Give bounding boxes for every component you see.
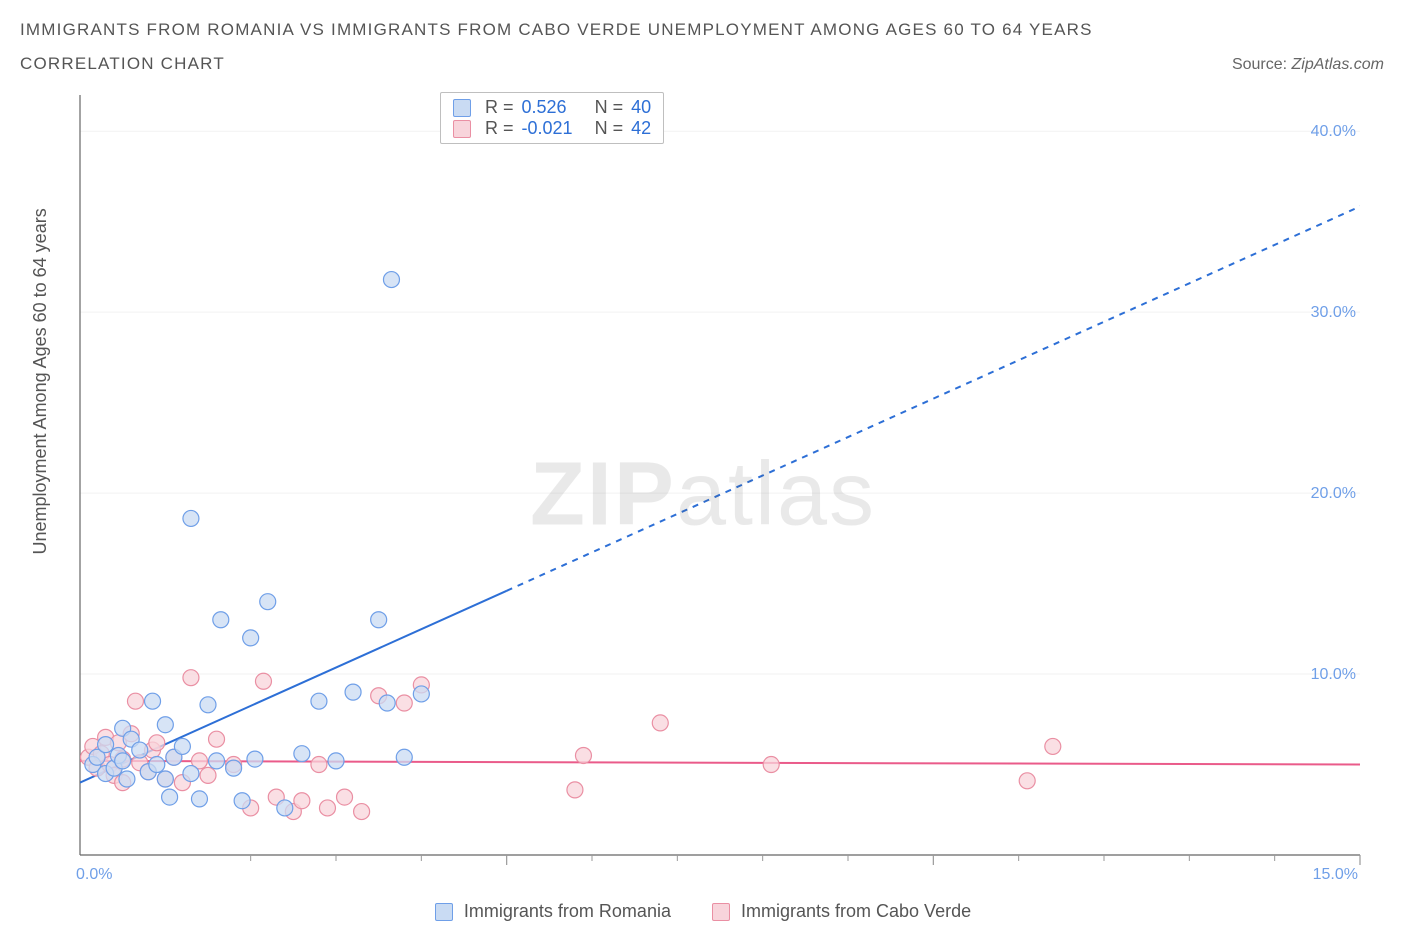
swatch-series-1: [453, 99, 471, 117]
n-value-1: 40: [627, 97, 655, 118]
legend-swatch-2: [712, 903, 730, 921]
legend-item-1: Immigrants from Romania: [435, 901, 671, 922]
source-prefix: Source:: [1232, 56, 1292, 73]
r-label-1: R =: [481, 97, 518, 118]
svg-text:10.0%: 10.0%: [1311, 666, 1356, 683]
source-name: ZipAtlas.com: [1292, 56, 1384, 73]
legend-item-2: Immigrants from Cabo Verde: [712, 901, 971, 922]
chart-area: Unemployment Among Ages 60 to 64 years 1…: [20, 85, 1386, 905]
legend-label-2: Immigrants from Cabo Verde: [741, 901, 971, 921]
svg-text:15.0%: 15.0%: [1313, 866, 1358, 883]
svg-text:30.0%: 30.0%: [1311, 304, 1356, 321]
svg-text:40.0%: 40.0%: [1311, 123, 1356, 140]
stats-row-series-2: R = -0.021 N = 42: [449, 118, 655, 139]
correlation-stats-legend: R = 0.526 N = 40 R = -0.021 N = 42: [440, 92, 664, 144]
n-value-2: 42: [627, 118, 655, 139]
series-legend: Immigrants from Romania Immigrants from …: [0, 901, 1406, 922]
stats-row-series-1: R = 0.526 N = 40: [449, 97, 655, 118]
source-attribution: Source: ZipAtlas.com: [1232, 56, 1384, 74]
n-label-1: N =: [591, 97, 628, 118]
correlation-scatter-chart: 10.0% 20.0% 30.0% 40.0% 15.0% 0.0%: [20, 85, 1386, 905]
title-line-2: CORRELATION CHART: [20, 54, 1386, 74]
legend-label-1: Immigrants from Romania: [464, 901, 671, 921]
n-label-2: N =: [591, 118, 628, 139]
svg-text:20.0%: 20.0%: [1311, 485, 1356, 502]
title-line-1: IMMIGRANTS FROM ROMANIA VS IMMIGRANTS FR…: [20, 20, 1386, 40]
r-label-2: R =: [481, 118, 518, 139]
swatch-series-2: [453, 120, 471, 138]
header: IMMIGRANTS FROM ROMANIA VS IMMIGRANTS FR…: [0, 0, 1406, 74]
legend-swatch-1: [435, 903, 453, 921]
r-value-1: 0.526: [518, 97, 577, 118]
y-axis-label: Unemployment Among Ages 60 to 64 years: [30, 208, 51, 554]
r-value-2: -0.021: [518, 118, 577, 139]
svg-text:0.0%: 0.0%: [76, 866, 112, 883]
